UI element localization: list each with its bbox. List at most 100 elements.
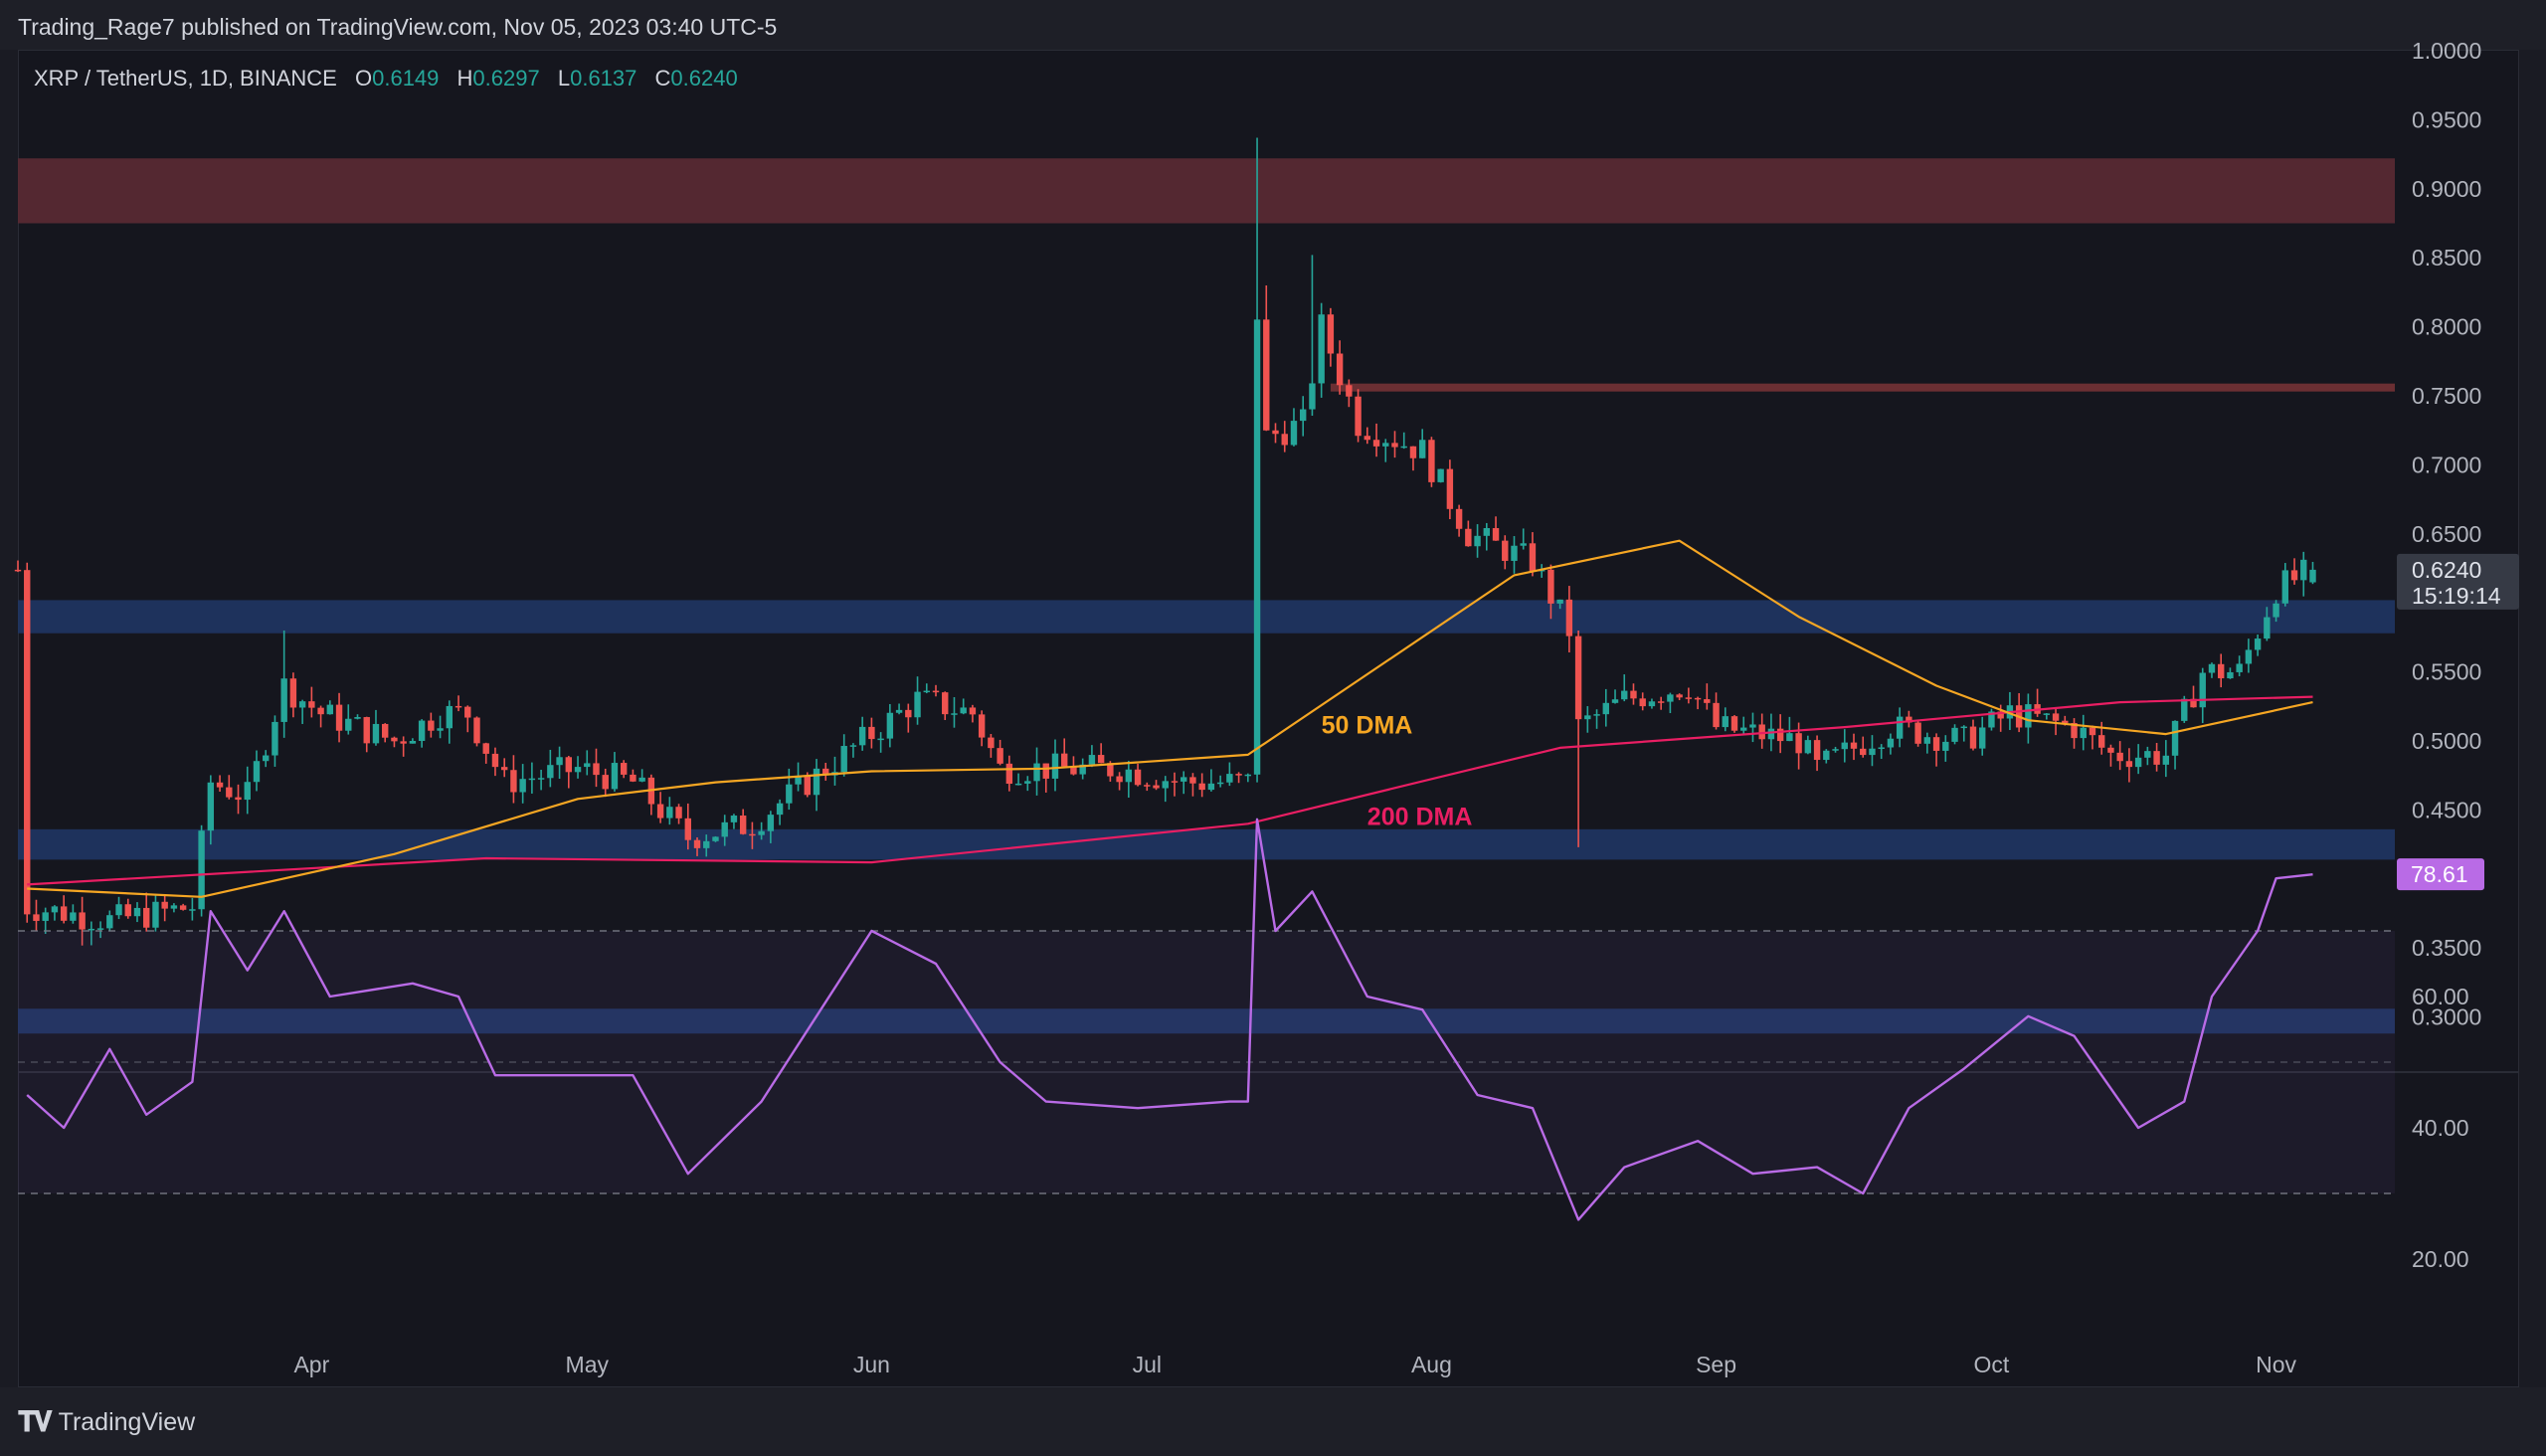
candle-body bbox=[1162, 781, 1169, 789]
candle-body bbox=[858, 726, 866, 746]
candle-body bbox=[500, 767, 508, 771]
candle-body bbox=[1776, 728, 1784, 742]
candle-body bbox=[170, 905, 178, 909]
candle-body bbox=[1253, 319, 1261, 775]
candle-body bbox=[703, 840, 710, 848]
candle-body bbox=[1437, 468, 1444, 482]
candle-body bbox=[1584, 715, 1591, 720]
candle-body bbox=[235, 797, 242, 801]
candle-body bbox=[409, 740, 417, 744]
open-value: 0.6149 bbox=[372, 66, 440, 91]
time-tick-label: Jun bbox=[853, 1352, 890, 1377]
price-tick-label: 0.5000 bbox=[2412, 728, 2481, 754]
candle-body bbox=[133, 907, 141, 917]
candle-body bbox=[767, 815, 775, 831]
candle-body bbox=[1079, 764, 1086, 775]
chart-frame bbox=[18, 50, 2519, 1387]
candle-body bbox=[272, 721, 278, 756]
high-value: 0.6297 bbox=[472, 66, 540, 91]
rsi-line bbox=[26, 818, 2313, 1221]
candle-body bbox=[1144, 785, 1151, 787]
candle-body bbox=[1860, 748, 1867, 756]
candle-body bbox=[1667, 694, 1674, 702]
candle-body bbox=[656, 804, 664, 819]
rsi-tick-label: 20.00 bbox=[2412, 1246, 2469, 1272]
candle-body bbox=[1593, 714, 1600, 716]
candle-body bbox=[1364, 436, 1371, 441]
candle-body bbox=[923, 690, 930, 693]
candle-body bbox=[428, 720, 435, 731]
time-tick-label: Nov bbox=[2256, 1352, 2296, 1377]
candle-body bbox=[207, 782, 215, 831]
candle-body bbox=[1290, 421, 1298, 446]
candle-body bbox=[666, 807, 673, 819]
candle-body bbox=[2227, 671, 2234, 679]
candle-body bbox=[308, 701, 315, 708]
candle-body bbox=[2025, 704, 2032, 728]
time-tick-label: Sep bbox=[1696, 1352, 1736, 1377]
candle-body bbox=[1418, 440, 1426, 458]
candle-body bbox=[1951, 727, 1958, 742]
close-label: C bbox=[654, 66, 671, 91]
candle-body bbox=[115, 904, 122, 916]
candle-body bbox=[1189, 777, 1196, 784]
candle-body bbox=[988, 737, 995, 749]
candle-body bbox=[1511, 545, 1518, 561]
tradingview-logo[interactable]: 𝐓𝐕 TradingView bbox=[18, 1405, 195, 1439]
candle-body bbox=[1804, 740, 1812, 754]
candle-body bbox=[868, 726, 875, 740]
candle-body bbox=[391, 737, 398, 742]
candle-body bbox=[1107, 763, 1114, 777]
candle-body bbox=[1611, 699, 1619, 703]
candle-body bbox=[345, 718, 352, 731]
candle-body bbox=[1125, 769, 1133, 783]
high-label: H bbox=[456, 66, 473, 91]
candle-body bbox=[1630, 690, 1637, 699]
candle-body bbox=[244, 782, 251, 801]
candle-body bbox=[1988, 711, 1995, 728]
candle-body bbox=[886, 712, 894, 739]
candle-body bbox=[60, 906, 68, 921]
candle-body bbox=[1914, 722, 1921, 744]
candle-body bbox=[263, 755, 270, 762]
candle-body bbox=[1502, 540, 1509, 561]
candle-body bbox=[932, 690, 940, 693]
candle-body bbox=[721, 821, 728, 837]
candle-body bbox=[1355, 396, 1362, 437]
candle-body bbox=[1051, 753, 1059, 779]
candle-body bbox=[786, 784, 793, 804]
candle-body bbox=[1382, 443, 1389, 447]
candle-body bbox=[849, 745, 857, 747]
close-value: 0.6240 bbox=[670, 66, 738, 91]
candle-body bbox=[630, 774, 636, 782]
candle-body bbox=[33, 914, 40, 921]
candle-body bbox=[354, 717, 361, 719]
candle-body bbox=[1327, 314, 1335, 354]
candle-body bbox=[712, 836, 719, 841]
candle-body bbox=[1171, 781, 1179, 783]
candle-body bbox=[491, 753, 499, 768]
candle-body bbox=[1997, 711, 2004, 719]
support-zone-2 bbox=[18, 828, 2395, 860]
annotation-label: 50 DMA bbox=[1322, 712, 1413, 740]
candle-body bbox=[574, 767, 582, 773]
candle-body bbox=[1979, 727, 1986, 749]
candle-body bbox=[1309, 383, 1316, 410]
candle-body bbox=[189, 909, 196, 911]
candle-body bbox=[1887, 738, 1895, 748]
candle-body bbox=[611, 763, 619, 790]
candle-body bbox=[1896, 716, 1904, 739]
candle-body bbox=[969, 707, 977, 715]
candle-body bbox=[1244, 774, 1252, 777]
candle-body bbox=[1969, 726, 1977, 749]
candle-body bbox=[537, 778, 545, 780]
candle-body bbox=[1272, 430, 1279, 435]
candle-body bbox=[1704, 699, 1711, 703]
candle-body bbox=[2309, 569, 2316, 583]
candle-body bbox=[638, 777, 645, 782]
candle-body bbox=[1372, 440, 1380, 447]
candle-body bbox=[2153, 751, 2160, 765]
candle-body bbox=[2134, 757, 2142, 768]
candle-body bbox=[1823, 750, 1830, 761]
